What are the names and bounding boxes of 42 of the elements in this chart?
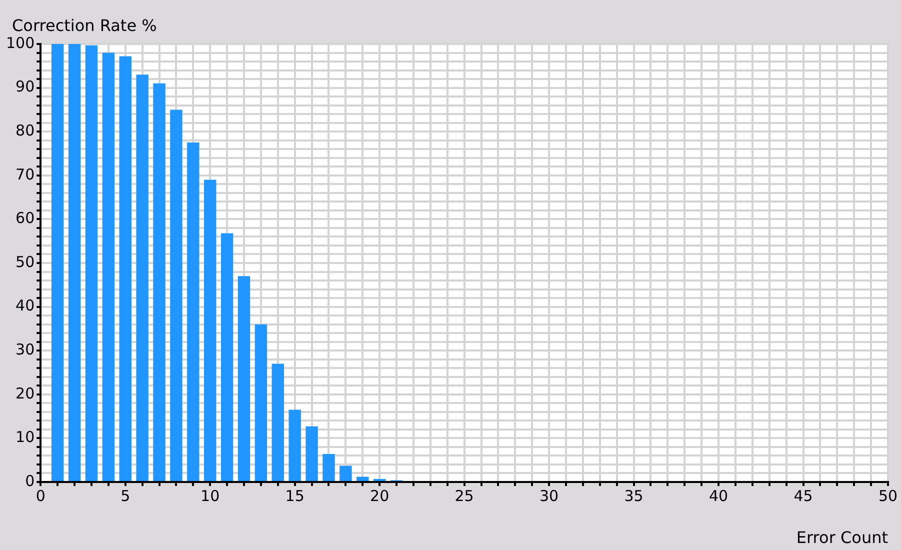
x-axis-title: Error Count: [796, 528, 888, 547]
bar: [170, 110, 182, 481]
y-tick-label: 0: [25, 472, 35, 490]
bar: [153, 83, 166, 481]
x-tick-label: 45: [794, 486, 813, 505]
y-tick-label: 30: [16, 340, 35, 358]
bar: [85, 45, 98, 481]
bar: [119, 56, 132, 481]
y-tick-label: 20: [16, 384, 35, 402]
bar: [51, 44, 64, 481]
x-tick-label: 50: [878, 486, 898, 505]
y-tick-label: 10: [16, 428, 35, 446]
x-tick-label: 15: [285, 486, 304, 505]
bar: [340, 466, 352, 481]
y-tick-label: 50: [16, 252, 35, 271]
bar: [306, 426, 318, 481]
y-axis-title: Correction Rate %: [12, 16, 157, 35]
y-tick-label: 90: [16, 78, 35, 96]
y-tick-label: 70: [16, 165, 35, 184]
bar: [102, 52, 115, 481]
x-tick-label: 10: [200, 486, 220, 505]
x-tick-label: 25: [454, 486, 474, 505]
x-tick-label: 35: [624, 486, 644, 505]
x-tick-label: 40: [708, 486, 728, 505]
x-tick-label: 20: [370, 486, 390, 505]
bar: [322, 454, 335, 481]
bar: [68, 44, 81, 481]
y-tick-label: 80: [16, 121, 35, 140]
bar: [238, 276, 250, 481]
x-tick-label: 30: [540, 486, 559, 505]
x-tick-label: 5: [120, 486, 130, 505]
bar: [136, 74, 148, 481]
bar: [204, 180, 216, 481]
bar: [356, 476, 369, 481]
bar: [288, 410, 301, 481]
bar: [272, 364, 284, 481]
y-tick-label: 40: [16, 296, 35, 315]
bar: [254, 324, 268, 481]
bar: [187, 142, 200, 481]
bar: [220, 233, 234, 481]
y-tick-label: 60: [16, 209, 35, 228]
y-tick-label: 100: [6, 34, 35, 52]
